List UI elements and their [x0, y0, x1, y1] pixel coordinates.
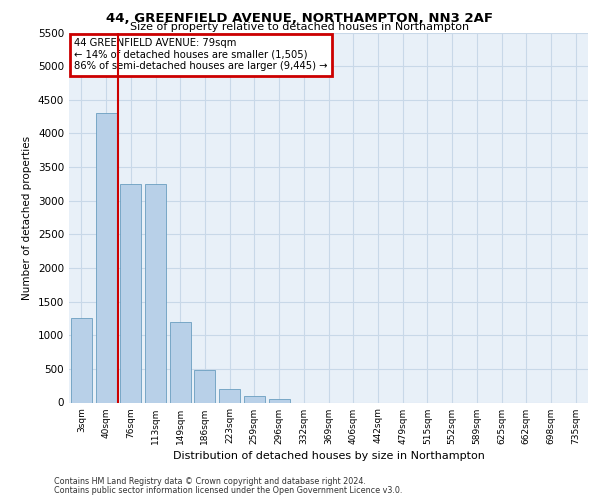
Bar [71, 318, 92, 402]
Bar [95, 113, 116, 403]
Bar [219, 389, 240, 402]
Bar [244, 396, 265, 402]
Text: 44 GREENFIELD AVENUE: 79sqm
← 14% of detached houses are smaller (1,505)
86% of : 44 GREENFIELD AVENUE: 79sqm ← 14% of det… [74, 38, 328, 71]
Text: 44, GREENFIELD AVENUE, NORTHAMPTON, NN3 2AF: 44, GREENFIELD AVENUE, NORTHAMPTON, NN3 … [107, 12, 493, 26]
Bar [170, 322, 191, 402]
Bar [120, 184, 141, 402]
Text: Size of property relative to detached houses in Northampton: Size of property relative to detached ho… [130, 22, 470, 32]
X-axis label: Distribution of detached houses by size in Northampton: Distribution of detached houses by size … [173, 450, 484, 460]
Bar [194, 370, 215, 402]
Bar [269, 399, 290, 402]
Text: Contains HM Land Registry data © Crown copyright and database right 2024.: Contains HM Land Registry data © Crown c… [54, 477, 366, 486]
Text: Contains public sector information licensed under the Open Government Licence v3: Contains public sector information licen… [54, 486, 403, 495]
Bar [145, 184, 166, 402]
Y-axis label: Number of detached properties: Number of detached properties [22, 136, 32, 300]
